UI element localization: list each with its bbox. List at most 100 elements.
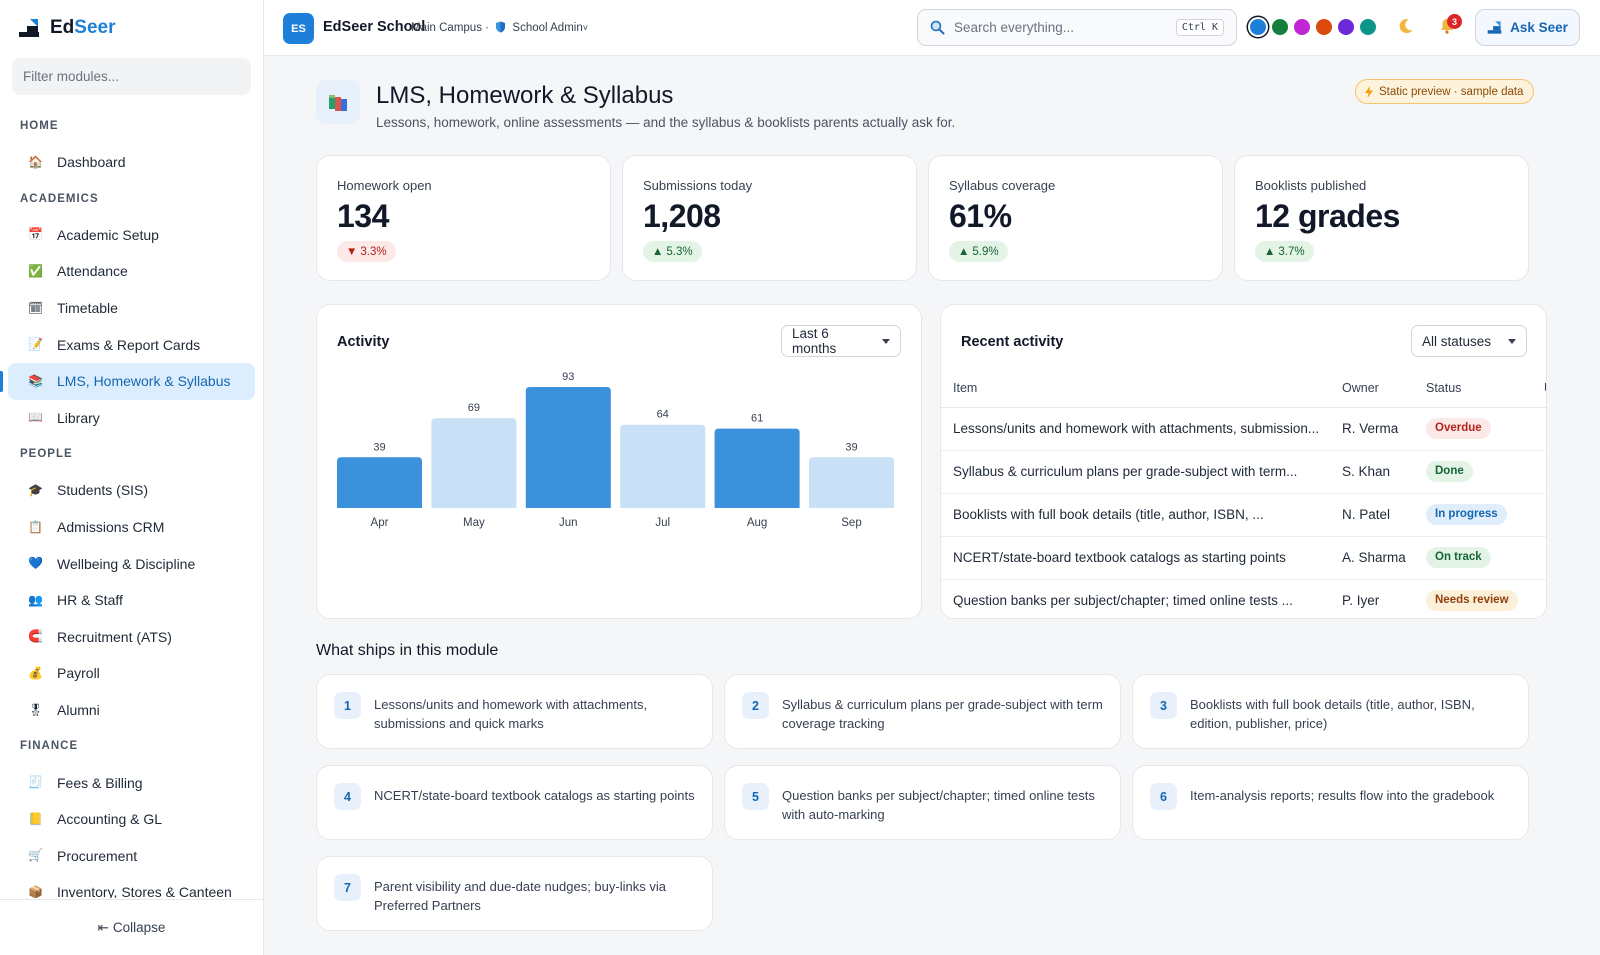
nav-section-label: PEOPLE <box>20 448 73 461</box>
table-row[interactable]: Question banks per subject/chapter; time… <box>941 579 1546 618</box>
features-title: What ships in this module <box>316 642 499 659</box>
nav-section-label: ACADEMICS <box>20 192 99 205</box>
package-icon: 📦 <box>28 884 43 898</box>
chevron-down-icon <box>1508 338 1516 344</box>
status-filter-select[interactable]: All statuses <box>1411 325 1527 357</box>
column-header-status[interactable]: Status <box>1414 369 1532 408</box>
table-row[interactable]: Syllabus & curriculum plans per grade-su… <box>941 450 1546 494</box>
feature-number: 1 <box>334 692 361 719</box>
sidebar-item-fees-billing[interactable]: 🧾 Fees & Billing <box>8 764 255 801</box>
org-name[interactable]: EdSeer School <box>323 19 426 35</box>
graduation-cap-icon: 🎓 <box>28 482 43 497</box>
sidebar-item-label: Inventory, Stores & Canteen <box>57 884 232 898</box>
chart-bar[interactable] <box>714 428 800 508</box>
column-header-updated[interactable]: U <box>1532 369 1546 408</box>
table-row[interactable]: Lessons/units and homework with attachme… <box>941 407 1546 451</box>
filter-modules-input[interactable]: Filter modules... <box>12 58 251 95</box>
theme-swatches <box>1250 19 1376 35</box>
table-row[interactable]: NCERT/state-board textbook catalogs as s… <box>941 536 1546 580</box>
sidebar-item-label: HR & Staff <box>57 592 123 609</box>
ask-seer-label: Ask Seer <box>1510 20 1568 35</box>
chart-x-tick-label: Jun <box>559 517 578 529</box>
theme-color-swatch[interactable] <box>1360 19 1376 35</box>
recent-activity-card: Recent activity All statuses Item Owner … <box>940 304 1547 619</box>
chart-bar[interactable] <box>431 418 517 508</box>
theme-color-swatch[interactable] <box>1316 19 1332 35</box>
chart-bar[interactable] <box>337 457 422 508</box>
static-preview-badge: Static preview · sample data <box>1355 79 1535 104</box>
theme-color-swatch[interactable] <box>1338 19 1354 35</box>
global-search-input[interactable]: Search everything... Ctrl K <box>917 9 1237 46</box>
cell-status: Needs review <box>1414 579 1532 618</box>
sidebar-item-label: Academic Setup <box>57 226 159 243</box>
chart-data-label: 39 <box>373 441 385 453</box>
recent-activity-table: Item Owner Status U Lessons/units and ho… <box>941 369 1546 618</box>
collapse-icon: ⇤ <box>97 919 109 935</box>
kpi-label: Homework open <box>337 178 432 193</box>
kpi-delta-badge: ▼ 3.3% <box>337 241 396 262</box>
books-icon: 📚 <box>28 373 43 388</box>
chart-bar[interactable] <box>620 424 706 508</box>
brand-logo-icon <box>19 19 39 37</box>
sidebar-item-label: Attendance <box>57 263 128 280</box>
sidebar-item-students-sis[interactable]: 🎓 Students (SIS) <box>8 472 255 509</box>
sidebar-item-label: Library <box>57 409 100 426</box>
activity-bar-chart: 39 Apr 69 May 93 Jun 64 Jul 61 Aug 39 Sep <box>337 371 894 529</box>
sidebar-item-exams-report-cards[interactable]: 📝 Exams & Report Cards <box>8 326 255 363</box>
sidebar-item-procurement[interactable]: 🛒 Procurement <box>8 838 255 875</box>
arrow-up-icon: ▲ <box>1264 245 1276 258</box>
sidebar-item-label: Dashboard <box>57 154 126 171</box>
range-select[interactable]: Last 6 months <box>781 325 901 357</box>
collapse-button[interactable]: ⇤ Collapse <box>0 899 263 955</box>
sidebar-item-alumni[interactable]: 🎖 Alumni <box>8 692 255 729</box>
search-shortcut: Ctrl K <box>1175 19 1224 36</box>
org-avatar[interactable]: ES <box>283 13 314 44</box>
cart-icon: 🛒 <box>28 848 43 863</box>
theme-color-swatch[interactable] <box>1294 19 1310 35</box>
column-header-owner[interactable]: Owner <box>1330 369 1414 408</box>
feature-card: 5 Question banks per subject/chapter; tim… <box>724 765 1121 840</box>
sidebar-item-label: Recruitment (ATS) <box>57 628 172 645</box>
cell-updated <box>1532 536 1546 580</box>
chart-bar[interactable] <box>525 387 611 508</box>
preview-label: Static preview · sample data <box>1379 85 1524 98</box>
sidebar-item-attendance[interactable]: ✅ Attendance <box>8 253 255 290</box>
ask-seer-button[interactable]: Ask Seer <box>1475 9 1580 46</box>
sidebar-item-accounting-gl[interactable]: 📒 Accounting & GL <box>8 801 255 838</box>
medal-icon: 🎖 <box>28 702 44 717</box>
search-icon <box>930 20 945 35</box>
sidebar-item-lms-homework-syllabus[interactable]: 📚 LMS, Homework & Syllabus <box>0 362 255 400</box>
sidebar-item-dashboard[interactable]: 🏠 Dashboard <box>8 144 255 181</box>
table-row[interactable]: Booklists with full book details (title,… <box>941 493 1546 537</box>
heart-icon: 💙 <box>28 556 43 571</box>
brand[interactable]: EdSeer <box>0 0 263 56</box>
sidebar-item-label: Accounting & GL <box>57 811 163 828</box>
sidebar-item-academic-setup[interactable]: 📅 Academic Setup <box>8 217 255 254</box>
sidebar-item-payroll[interactable]: 💰 Payroll <box>8 655 255 692</box>
cell-owner: S. Khan <box>1330 450 1414 494</box>
feature-text: Lessons/units and homework with attachme… <box>374 697 648 731</box>
sidebar-item-recruitment-ats[interactable]: 🧲 Recruitment (ATS) <box>8 619 255 656</box>
kpi-delta-badge: ▲ 5.3% <box>643 241 702 262</box>
meta-separator: · <box>485 22 489 34</box>
sidebar-item-admissions-crm[interactable]: 📋 Admissions CRM <box>8 509 255 546</box>
sidebar-item-label: Procurement <box>57 847 138 864</box>
kpi-delta-value: 5.9% <box>972 245 999 258</box>
kpi-label: Submissions today <box>643 178 753 193</box>
cell-owner: P. Iyer <box>1330 579 1414 618</box>
org-meta[interactable]: Main Campus · School Admin˅ <box>411 21 588 34</box>
sidebar-item-library[interactable]: 📖 Library <box>8 400 255 437</box>
sidebar-item-hr-staff[interactable]: 👥 HR & Staff <box>8 582 255 619</box>
chart-bar[interactable] <box>809 457 894 508</box>
nav-section-label: HOME <box>20 120 59 132</box>
sidebar-item-timetable[interactable]: 🗓 Timetable <box>8 290 255 327</box>
sidebar-item-inventory-stores-canteen[interactable]: 📦 Inventory, Stores & Canteen <box>8 874 255 898</box>
feature-number: 2 <box>742 692 769 719</box>
theme-color-swatch[interactable] <box>1272 19 1288 35</box>
column-header-item[interactable]: Item <box>941 369 1330 408</box>
kpi-value: 61% <box>949 198 1012 234</box>
sidebar-item-wellbeing-discipline[interactable]: 💙 Wellbeing & Discipline <box>8 545 255 582</box>
seer-logo-icon <box>1487 21 1502 34</box>
theme-color-swatch[interactable] <box>1250 19 1266 35</box>
moon-icon[interactable] <box>1396 17 1416 37</box>
